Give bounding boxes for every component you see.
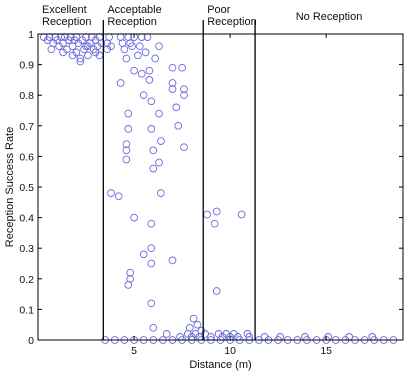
region-label: Acceptable xyxy=(107,4,161,16)
data-point xyxy=(204,211,211,218)
y-axis-ticks: 0 0.1 0.2 0.3 0.4 0.5 0.6 0.7 0.8 0.9 1 xyxy=(19,29,403,347)
data-point xyxy=(106,34,113,41)
y-tick-label: 0.5 xyxy=(19,182,34,194)
data-point xyxy=(148,98,155,105)
region-labels: ExcellentReceptionAcceptableReceptionPoo… xyxy=(42,4,362,28)
region-dividers xyxy=(103,20,255,340)
data-point xyxy=(150,147,157,154)
data-point xyxy=(169,64,176,71)
data-point xyxy=(85,52,92,59)
y-tick-label: 0 xyxy=(28,335,34,347)
data-point xyxy=(190,315,197,322)
data-point xyxy=(179,64,186,71)
y-tick-label: 0.3 xyxy=(19,243,34,255)
x-tick-label: 10 xyxy=(224,345,236,357)
data-point xyxy=(146,67,153,74)
data-point xyxy=(158,138,165,145)
data-point xyxy=(156,159,163,166)
y-axis-label: Reception Success Rate xyxy=(4,127,16,247)
region-label: Reception xyxy=(107,16,157,28)
data-point xyxy=(125,110,132,117)
y-tick-label: 0.2 xyxy=(19,274,34,286)
data-point xyxy=(125,282,132,289)
y-tick-label: 0.9 xyxy=(19,60,34,72)
data-point xyxy=(136,43,143,50)
region-label: Excellent xyxy=(42,4,87,16)
region-label: Poor xyxy=(207,4,231,16)
x-axis-label: Distance (m) xyxy=(189,359,251,371)
data-point xyxy=(131,67,138,74)
y-tick-label: 0.6 xyxy=(19,151,34,163)
data-point xyxy=(148,220,155,227)
region-label: Reception xyxy=(207,16,257,28)
data-point xyxy=(238,211,245,218)
region-label: Reception xyxy=(42,16,92,28)
data-point xyxy=(211,220,218,227)
data-point xyxy=(138,70,145,77)
y-tick-label: 0.1 xyxy=(19,304,34,316)
data-point xyxy=(156,110,163,117)
data-point xyxy=(213,208,220,215)
data-point xyxy=(152,55,159,62)
data-point xyxy=(117,80,124,87)
data-point xyxy=(146,77,153,84)
data-point xyxy=(148,125,155,132)
x-axis-ticks: 5 10 15 xyxy=(131,34,332,357)
data-point xyxy=(140,92,147,99)
data-point xyxy=(148,245,155,252)
data-point xyxy=(48,46,55,53)
data-points xyxy=(40,34,396,344)
data-point xyxy=(131,214,138,221)
y-tick-label: 0.7 xyxy=(19,121,34,133)
data-point xyxy=(150,324,157,331)
plot-frame xyxy=(38,34,403,340)
y-tick-label: 1 xyxy=(28,29,34,41)
data-point xyxy=(156,43,163,50)
data-point xyxy=(150,165,157,172)
data-point xyxy=(115,193,122,200)
data-point xyxy=(181,144,188,151)
data-point xyxy=(125,125,132,132)
data-point xyxy=(158,190,165,197)
data-point xyxy=(148,300,155,307)
data-point xyxy=(140,251,147,258)
x-tick-label: 15 xyxy=(320,345,332,357)
y-tick-label: 0.8 xyxy=(19,90,34,102)
data-point xyxy=(173,104,180,111)
data-point xyxy=(135,52,142,59)
data-point xyxy=(121,46,128,53)
data-point xyxy=(148,260,155,267)
region-label: No Reception xyxy=(296,11,363,23)
y-tick-label: 0.4 xyxy=(19,213,34,225)
data-point xyxy=(108,190,115,197)
data-point xyxy=(123,156,130,163)
data-point xyxy=(163,331,170,338)
x-tick-label: 5 xyxy=(131,345,137,357)
data-point xyxy=(142,49,149,56)
data-point xyxy=(213,288,220,295)
data-point xyxy=(175,122,182,129)
data-point xyxy=(123,55,130,62)
data-point xyxy=(194,321,201,328)
data-point xyxy=(169,257,176,264)
